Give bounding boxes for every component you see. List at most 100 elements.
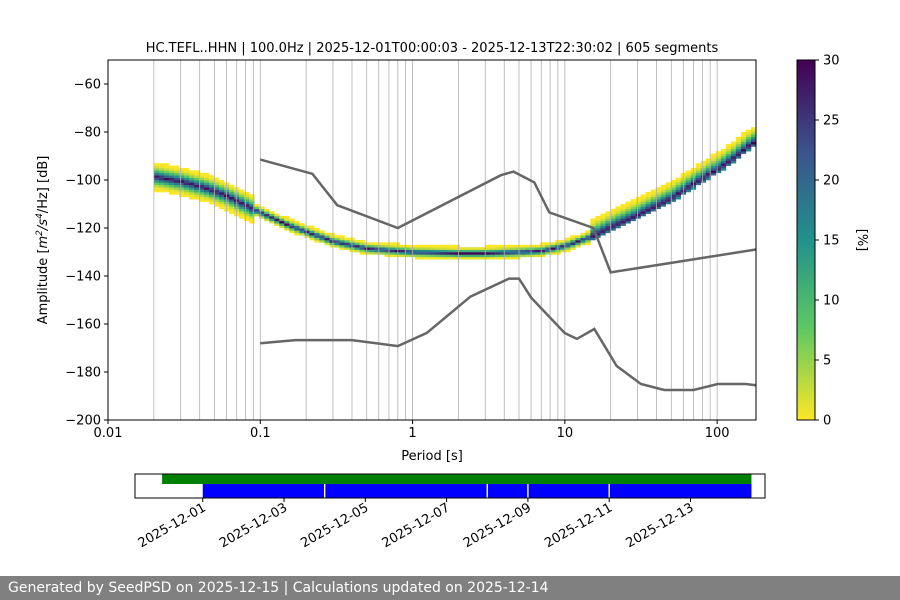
heatmap-cell	[434, 244, 441, 248]
heatmap-cell	[620, 208, 626, 212]
heatmap-cell	[630, 213, 636, 217]
heatmap-cell	[685, 177, 691, 181]
heatmap-cell	[495, 256, 501, 260]
heatmap-cell	[751, 139, 757, 142]
heatmap-cell	[605, 211, 611, 214]
heatmap-cell	[675, 192, 681, 195]
heatmap-cell	[214, 201, 220, 205]
heatmap-cell	[605, 230, 611, 234]
heatmap-cell	[535, 252, 541, 255]
heatmap-cell	[434, 254, 441, 258]
heatmap-cell	[645, 192, 651, 195]
heatmap-cell	[675, 196, 681, 200]
heatmap-cell	[600, 218, 606, 222]
heatmap-cell	[565, 237, 571, 241]
heatmap-cell	[369, 247, 375, 250]
heatmap-cell	[264, 213, 270, 217]
heatmap-cell	[324, 240, 330, 243]
heatmap-cell	[394, 252, 400, 255]
heatmap-cell	[565, 242, 571, 246]
heatmap-cell	[384, 249, 390, 253]
heatmap-cell	[465, 249, 471, 253]
heatmap-cell	[449, 252, 456, 255]
heatmap-cell	[685, 172, 691, 176]
heatmap-cell	[645, 206, 651, 210]
heatmap-cell	[454, 254, 461, 258]
heatmap-cell	[319, 235, 325, 238]
heatmap-cell	[575, 235, 581, 238]
heatmap-cell	[173, 189, 180, 193]
heatmap-cell	[540, 242, 546, 246]
heatmap-cell	[168, 182, 175, 186]
heatmap-cell	[209, 192, 215, 195]
data-availability-timeline: 2025-12-01 2025-12-03 2025-12-05 2025-12-07…	[134, 473, 766, 551]
heatmap-cell	[660, 189, 666, 193]
heatmap-cell	[560, 244, 566, 248]
heatmap-cell	[354, 242, 360, 246]
psd-plot-area	[107, 59, 757, 421]
heatmap-cell	[434, 252, 441, 255]
heatmap-cell	[655, 192, 661, 195]
heatmap-cell	[269, 213, 275, 217]
heatmap-cell	[419, 252, 426, 255]
heatmap-cell	[515, 252, 521, 255]
heatmap-cell	[153, 172, 160, 176]
heatmap-cell	[550, 242, 556, 246]
heatmap-cell	[269, 211, 275, 214]
heatmap-cell	[490, 247, 496, 250]
heatmap-cell	[183, 194, 190, 198]
heatmap-cell	[510, 244, 516, 248]
heatmap-cell	[229, 194, 235, 198]
heatmap-cell	[585, 232, 591, 236]
heatmap-cell	[585, 242, 591, 246]
heatmap-cell	[183, 175, 190, 178]
heatmap-cell	[730, 148, 737, 152]
heatmap-cell	[219, 196, 225, 200]
heatmap-cell	[384, 252, 390, 255]
heatmap-cell	[485, 247, 491, 250]
heatmap-cell	[620, 218, 626, 222]
heatmap-cell	[219, 199, 225, 202]
heatmap-cell	[540, 249, 546, 253]
heatmap-cell	[379, 252, 385, 255]
heatmap-cell	[189, 175, 195, 178]
heatmap-cell	[399, 247, 405, 250]
heatmap-cell	[650, 189, 656, 193]
heatmap-cell	[204, 189, 210, 193]
heatmap-cell	[204, 182, 210, 186]
heatmap-cell	[173, 165, 180, 169]
heatmap-cell	[715, 153, 722, 157]
heatmap-cell	[550, 249, 556, 253]
heatmap-cell	[329, 242, 335, 246]
heatmap-cell	[274, 220, 280, 224]
heatmap-cell	[465, 256, 471, 260]
heatmap-cell	[670, 182, 676, 186]
heatmap-cell	[229, 206, 235, 210]
heatmap-cell	[670, 196, 676, 200]
heatmap-cell	[244, 211, 250, 214]
heatmap-cell	[725, 148, 732, 152]
heatmap-cell	[359, 252, 365, 255]
heatmap-cell	[324, 235, 330, 238]
heatmap-cell	[630, 211, 636, 214]
heatmap-cell	[595, 230, 601, 234]
heatmap-cell	[229, 201, 235, 205]
heatmap-cell	[178, 168, 185, 171]
heatmap-cell	[735, 136, 742, 140]
heatmap-cell	[640, 194, 646, 198]
heatmap-cell	[219, 180, 225, 183]
heatmap-cell	[244, 201, 250, 205]
heatmap-cell	[439, 247, 446, 250]
colorbar-tick-label: 5	[823, 354, 831, 369]
heatmap-cell	[153, 163, 160, 166]
heatmap-cell	[635, 196, 641, 200]
heatmap-cell	[259, 208, 265, 212]
heatmap-cell	[605, 220, 611, 224]
colorbar-tick-label: 10	[823, 294, 840, 309]
heatmap-cell	[354, 244, 360, 248]
heatmap-cell	[194, 187, 200, 190]
heatmap-cell	[444, 254, 451, 258]
heatmap-cell	[449, 249, 456, 253]
heatmap-cell	[640, 208, 646, 212]
heatmap-cell	[645, 204, 651, 207]
